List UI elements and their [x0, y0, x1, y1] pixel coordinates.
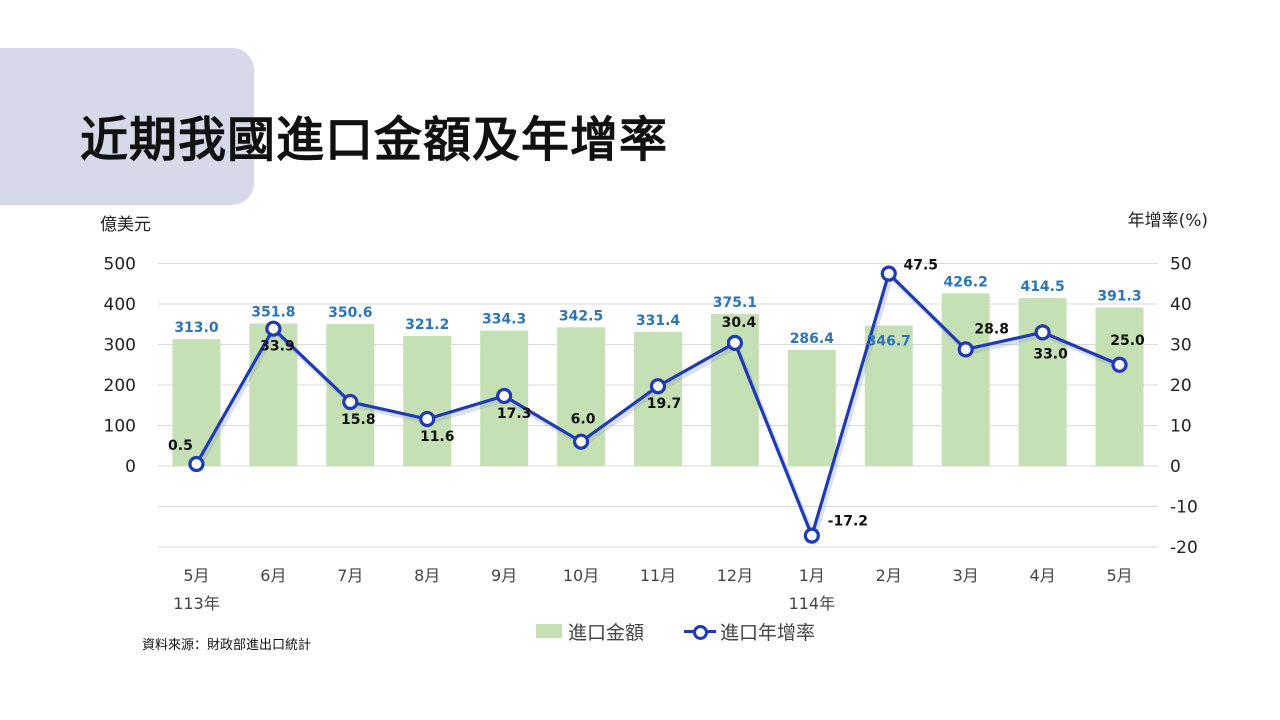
page-title: 近期我國進口金額及年增率: [80, 112, 669, 168]
y-right-tick-label: -20: [1170, 538, 1198, 558]
x-tick-label: 9月: [491, 566, 517, 585]
x-tick-label: 4月: [1030, 566, 1056, 585]
bar: [249, 323, 298, 466]
y-left-tick-label: 500: [104, 255, 136, 275]
line-point: [572, 433, 590, 450]
bar-value-label: 375.1: [713, 295, 757, 311]
line-point: [649, 378, 667, 395]
line-value-label: 6.0: [571, 412, 596, 428]
y-right-axis-title: 年增率(%): [1128, 211, 1208, 231]
legend-bar-swatch: [536, 624, 562, 638]
line-value-label: 19.7: [647, 396, 682, 412]
line-value-label: -17.2: [828, 514, 868, 530]
bar-value-label: 414.5: [1020, 279, 1064, 295]
y-right-tick-label: 40: [1170, 295, 1192, 315]
y-right-tick-label: 50: [1170, 255, 1192, 275]
line-point: [726, 334, 744, 351]
line-value-label: 30.4: [722, 315, 757, 331]
bar: [1095, 307, 1144, 466]
bar-value-label: 321.2: [405, 317, 449, 333]
x-tick-label: 2月: [876, 566, 902, 585]
x-tick-label: 3月: [953, 566, 979, 585]
bar: [787, 350, 836, 466]
line-value-label: 28.8: [974, 321, 1009, 337]
bar: [172, 339, 221, 466]
x-tick-label: 1月: [799, 566, 825, 585]
line-value-label: 15.8: [341, 412, 376, 428]
line-point: [957, 341, 974, 358]
title-background: [0, 48, 254, 205]
y-left-tick-label: 300: [104, 336, 136, 356]
bar-value-label: 313.0: [174, 320, 219, 336]
y-left-tick-label: 0: [125, 457, 136, 477]
y-left-axis-title: 億美元: [100, 215, 151, 235]
line-point: [803, 527, 820, 544]
bar: [864, 325, 913, 466]
line-value-label: 33.9: [260, 339, 295, 355]
line-value-label: 11.6: [420, 429, 455, 445]
bar-value-label: 342.5: [559, 308, 603, 324]
line-point: [880, 265, 897, 282]
source-note: 資料來源：財政部進出口統計: [142, 638, 312, 653]
y-right-tick-label: 0: [1170, 457, 1181, 477]
bar: [1018, 298, 1067, 466]
bar-value-label: 426.2: [944, 274, 988, 290]
legend-bar-label: 進口金額: [568, 621, 645, 644]
line-value-label: 25.0: [1110, 333, 1145, 349]
x-tick-label: 5月: [1106, 566, 1132, 585]
line-point: [496, 387, 513, 405]
legend-line-swatch: [684, 624, 717, 640]
line-point: [1034, 324, 1051, 341]
line-point: [1111, 356, 1128, 373]
line-point: [188, 455, 205, 473]
line-point: [419, 410, 436, 428]
y-right-tick-label: -10: [1170, 498, 1198, 518]
x-tick-label: 6月: [260, 566, 286, 585]
bar: [403, 335, 452, 466]
x-tick-label: 10月: [563, 566, 599, 585]
line-value-label: 0.5: [168, 438, 193, 454]
chart-legend: 進口金額 進口年增率: [536, 619, 816, 644]
y-right-tick-label: 30: [1170, 336, 1192, 356]
x-year-label: 113年: [173, 594, 220, 613]
bar-value-label: 334.3: [482, 312, 526, 328]
x-tick-label: 12月: [717, 566, 753, 585]
x-tick-label: 5月: [183, 566, 209, 585]
bar-value-label: 391.3: [1097, 289, 1141, 305]
y-left-tick-label: 200: [104, 376, 136, 396]
bar-value-label: 350.6: [328, 305, 372, 321]
y-right-tick-label: 20: [1170, 376, 1192, 396]
y-left-tick-label: 400: [104, 295, 136, 315]
line-point: [342, 393, 359, 411]
line-value-label: 47.5: [903, 258, 938, 274]
y-left-tick-label: 100: [104, 417, 136, 437]
x-tick-label: 7月: [337, 566, 363, 585]
bar-value-label: 351.8: [251, 305, 295, 321]
bar: [941, 293, 990, 466]
bar-value-label: 286.4: [790, 331, 835, 347]
line-value-label: 33.0: [1033, 346, 1068, 362]
y-right-tick-label: 10: [1170, 417, 1192, 437]
legend-line-label: 進口年增率: [720, 621, 816, 644]
x-tick-label: 11月: [640, 566, 676, 585]
line-point: [265, 320, 282, 337]
line-value-label: 17.3: [497, 406, 532, 422]
bar-value-label: 331.4: [636, 313, 681, 329]
bar-value-label: 346.7: [867, 334, 911, 350]
x-year-label: 114年: [789, 594, 836, 613]
x-tick-label: 8月: [414, 566, 440, 585]
